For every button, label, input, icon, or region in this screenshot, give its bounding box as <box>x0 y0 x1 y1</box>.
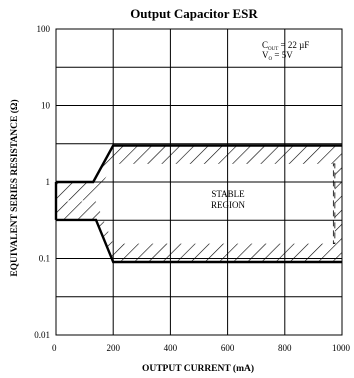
y-tick-label-3: 10 <box>41 101 51 111</box>
y-tick-label-0: 0.01 <box>34 330 50 340</box>
y-tick-label-2: 1 <box>46 177 51 187</box>
x-tick-label-1: 200 <box>106 343 120 353</box>
lower-hatch-band <box>56 201 342 262</box>
x-tick-label-5: 1000 <box>332 343 351 353</box>
x-axis-label: OUTPUT CURRENT (mA) <box>142 363 254 374</box>
stable-region-bands <box>56 145 342 262</box>
right-hatch-band <box>334 163 342 244</box>
right-band-inner-edge <box>332 163 336 245</box>
stable-region-line-1: STABLE <box>211 189 245 199</box>
conditions-legend: COUT = 22 µF VO = 5V <box>262 40 309 62</box>
cout-condition: COUT = 22 µF <box>262 40 309 52</box>
x-tick-label-2: 400 <box>164 343 178 353</box>
y-tick-labels: 0.01 0.1 1 10 100 <box>34 24 50 340</box>
y-tick-label-1: 0.1 <box>39 254 50 264</box>
vo-condition: VO = 5V <box>262 50 293 62</box>
plot-frame <box>55 28 343 336</box>
x-tick-labels: 0 200 400 600 800 1000 <box>52 343 351 353</box>
stable-region-line-2: REGION <box>211 200 245 210</box>
stable-region-label: STABLE REGION <box>211 189 245 210</box>
lower-boundary-line <box>56 218 342 264</box>
y-axis-label: EQUIVALENT SERIES RESISTANCE (Ω) <box>9 99 20 276</box>
chart-title: Output Capacitor ESR <box>130 6 258 21</box>
x-tick-label-3: 600 <box>221 343 235 353</box>
upper-hatch-band <box>56 145 342 201</box>
y-tick-label-4: 100 <box>37 24 51 34</box>
upper-boundary-line <box>56 144 342 184</box>
x-tick-label-0: 0 <box>52 343 57 353</box>
x-tick-label-4: 800 <box>278 343 292 353</box>
